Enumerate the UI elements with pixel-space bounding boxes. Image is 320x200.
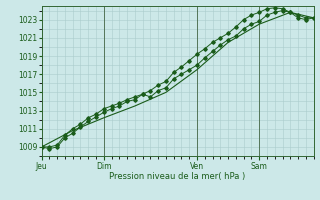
X-axis label: Pression niveau de la mer( hPa ): Pression niveau de la mer( hPa ) [109, 172, 246, 181]
